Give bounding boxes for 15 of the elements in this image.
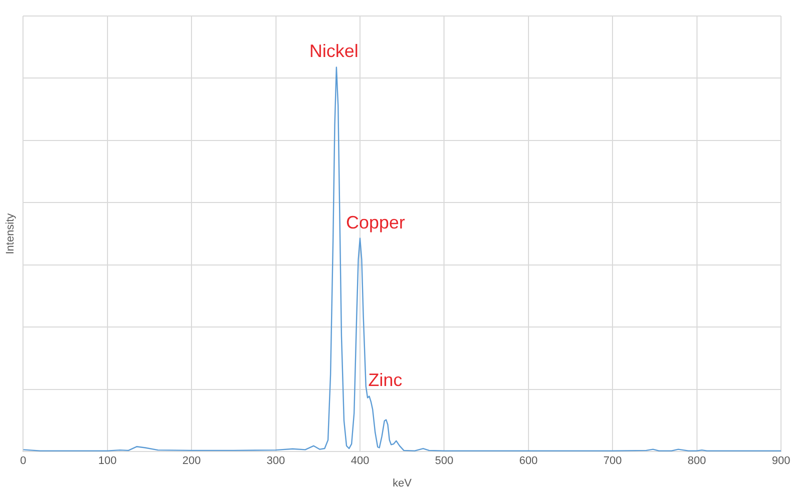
- x-tick-label: 100: [98, 455, 117, 468]
- x-tick-label: 200: [182, 455, 201, 468]
- annotation: Copper: [346, 212, 406, 232]
- x-tick-label: 600: [519, 455, 538, 468]
- annotation: Zinc: [368, 370, 402, 390]
- x-tick-label: 900: [772, 455, 790, 468]
- x-tick-label: 400: [350, 455, 370, 468]
- x-axis-title: keV: [392, 477, 412, 490]
- x-tick-label: 800: [688, 455, 706, 468]
- annotation: Nickel: [309, 41, 358, 62]
- x-tick-label: 300: [266, 455, 285, 468]
- x-tick-label: 500: [435, 455, 454, 468]
- y-axis-title: Intensity: [4, 212, 17, 254]
- x-tick-label: 700: [603, 455, 622, 468]
- x-tick-label: 0: [20, 455, 26, 468]
